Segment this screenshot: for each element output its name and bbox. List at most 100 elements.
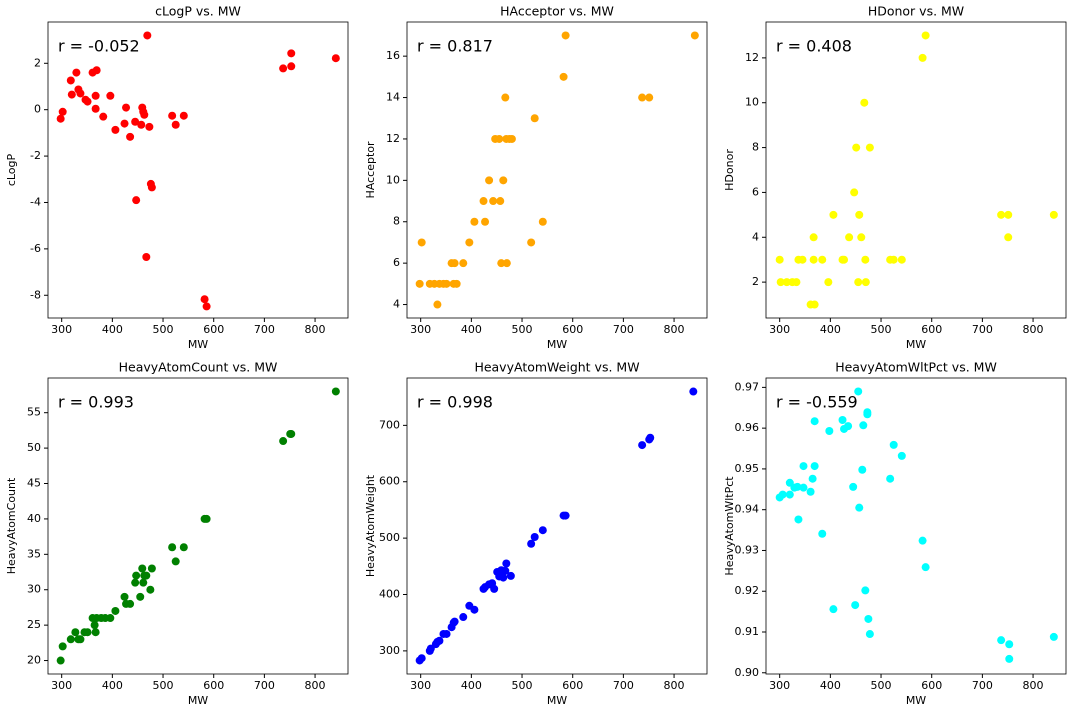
x-tick-label: 700 <box>972 679 993 692</box>
point <box>506 571 515 580</box>
point <box>91 104 100 113</box>
point <box>145 122 154 131</box>
y-tick-label: 500 <box>379 531 400 544</box>
point <box>142 571 151 580</box>
x-tick-label: 500 <box>512 679 533 692</box>
annotation: r = -0.052 <box>58 37 140 56</box>
point <box>147 183 156 192</box>
point <box>279 437 288 446</box>
x-tick-label: 800 <box>305 323 326 336</box>
point <box>897 451 906 460</box>
y-tick-label: 14 <box>386 91 400 104</box>
point <box>287 62 296 71</box>
y-axis-label: HeavyAtomCount <box>5 477 18 574</box>
point <box>799 483 808 492</box>
point <box>287 429 296 438</box>
point <box>120 592 129 601</box>
point <box>825 427 834 436</box>
axes-frame <box>765 21 1067 319</box>
point <box>331 54 340 63</box>
point <box>886 474 895 483</box>
point <box>442 629 451 638</box>
x-tick-label: 600 <box>921 679 942 692</box>
point <box>415 279 424 288</box>
x-tick-label: 800 <box>1023 323 1044 336</box>
y-tick-label: 10 <box>745 96 759 109</box>
point <box>90 621 99 630</box>
point <box>897 255 906 264</box>
point <box>435 636 444 645</box>
point <box>56 114 65 123</box>
point <box>495 134 504 143</box>
x-tick-label: 700 <box>254 679 275 692</box>
point <box>865 630 874 639</box>
y-tick-label: 0.90 <box>735 666 760 679</box>
point <box>645 93 654 102</box>
axes-frame <box>47 377 349 675</box>
subplot-title: HeavyAtomCount vs. MW <box>119 360 278 375</box>
point <box>809 255 818 264</box>
x-tick-label: 300 <box>51 679 72 692</box>
subplot: cLogP vs. MW MW cLogP 300 400 500 600 700 800 -8 -… <box>5 4 349 351</box>
y-axis-label: HeavyAtomWeight <box>364 474 377 577</box>
point <box>131 578 140 587</box>
point <box>806 487 815 496</box>
point <box>131 117 140 126</box>
subplot: HAcceptor vs. MW MW HAcceptor 300 400 500 600 7… <box>364 4 708 351</box>
point <box>200 295 209 304</box>
point <box>126 599 135 608</box>
y-tick-label: 16 <box>386 49 400 62</box>
point <box>864 614 873 623</box>
point <box>785 490 794 499</box>
point <box>168 111 177 120</box>
point <box>1004 210 1013 219</box>
point <box>331 387 340 396</box>
point <box>490 584 499 593</box>
point <box>122 103 131 112</box>
point <box>92 66 101 75</box>
point <box>1004 233 1013 242</box>
point <box>417 238 426 247</box>
point <box>287 49 296 58</box>
x-tick-label: 300 <box>410 679 431 692</box>
point <box>452 279 461 288</box>
point <box>499 176 508 185</box>
y-tick-label: 8 <box>393 215 400 228</box>
subplot-title: cLogP vs. MW <box>155 4 241 19</box>
point <box>997 636 1006 645</box>
x-axis-label: MW <box>547 338 567 351</box>
point <box>71 628 80 637</box>
y-tick-label: 0.96 <box>735 421 760 434</box>
point <box>527 238 536 247</box>
point <box>106 91 115 100</box>
point <box>638 93 647 102</box>
y-tick-label: 30 <box>27 583 41 596</box>
point <box>1005 654 1014 663</box>
y-tick-label: 0 <box>34 103 41 116</box>
point <box>497 259 506 268</box>
y-axis-label: HDonor <box>723 149 736 191</box>
point <box>776 278 785 287</box>
point <box>889 255 898 264</box>
x-tick-label: 600 <box>203 679 224 692</box>
x-tick-label: 600 <box>203 323 224 336</box>
y-axis-label: HAcceptor <box>364 141 377 198</box>
point <box>459 259 468 268</box>
point <box>139 107 148 116</box>
x-tick-label: 700 <box>254 323 275 336</box>
point <box>799 462 808 471</box>
point <box>501 566 510 575</box>
point <box>559 72 568 81</box>
x-tick-label: 700 <box>972 323 993 336</box>
point <box>530 532 539 541</box>
point <box>179 543 188 552</box>
point <box>782 278 791 287</box>
point <box>829 210 838 219</box>
point <box>279 64 288 73</box>
point <box>450 617 459 626</box>
point <box>502 259 511 268</box>
point <box>775 255 784 264</box>
subplot-title: HeavyAtomWltPct vs. MW <box>835 360 997 375</box>
y-tick-label: 0.97 <box>735 380 760 393</box>
point <box>501 93 510 102</box>
